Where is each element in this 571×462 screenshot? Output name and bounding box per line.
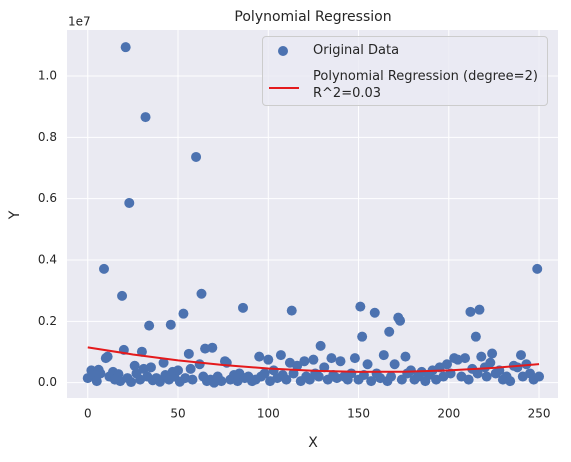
data-point	[441, 359, 452, 370]
data-point	[124, 197, 135, 208]
data-point	[400, 351, 411, 362]
data-point	[472, 368, 483, 379]
data-point	[366, 376, 377, 387]
y-tick-label: 1.0	[38, 69, 57, 83]
data-point	[487, 348, 498, 359]
data-point	[191, 151, 202, 162]
data-point	[384, 326, 395, 337]
data-point	[196, 288, 207, 299]
x-tick-label: 200	[437, 407, 460, 421]
data-point	[178, 308, 189, 319]
data-point	[185, 363, 196, 374]
y-tick-label: 0.4	[38, 253, 57, 267]
data-point	[275, 350, 286, 361]
data-point	[145, 362, 156, 373]
data-point	[485, 357, 496, 368]
legend: Original Data Polynomial Regression (deg…	[262, 36, 548, 106]
data-point	[194, 359, 205, 370]
data-point	[319, 362, 330, 373]
data-point	[515, 350, 526, 361]
data-point	[165, 319, 176, 330]
data-point	[349, 353, 360, 364]
data-point	[481, 371, 492, 382]
data-point	[144, 320, 155, 331]
legend-label: Original Data	[313, 43, 400, 58]
data-point	[355, 301, 366, 312]
data-point	[460, 353, 471, 364]
data-point	[281, 374, 292, 385]
data-point	[286, 305, 297, 316]
chart-title: Polynomial Regression	[234, 9, 391, 25]
data-point	[91, 376, 102, 387]
data-point	[326, 353, 337, 364]
y-tick-label: 0.0	[38, 375, 57, 389]
data-point	[335, 356, 346, 367]
data-point	[183, 348, 194, 359]
data-point	[102, 351, 113, 362]
data-point	[154, 376, 165, 387]
data-point	[288, 368, 299, 379]
data-point	[463, 374, 474, 385]
data-point	[140, 112, 151, 123]
data-point	[117, 290, 128, 301]
data-point	[369, 307, 380, 318]
data-point	[357, 331, 368, 342]
y-tick-label: 0.2	[38, 314, 57, 328]
data-point	[389, 359, 400, 370]
data-point	[386, 371, 397, 382]
y-tick-label: 0.6	[38, 191, 57, 205]
y-axis-label: Y	[7, 210, 23, 220]
data-point	[315, 340, 326, 351]
x-tick-label: 150	[347, 407, 370, 421]
data-point	[465, 306, 476, 317]
data-point	[99, 263, 110, 274]
x-tick-label: 0	[84, 407, 92, 421]
data-point	[95, 368, 106, 379]
data-point	[512, 362, 523, 373]
data-point	[470, 331, 481, 342]
data-point	[259, 368, 270, 379]
legend-marker	[278, 46, 288, 56]
data-point	[476, 351, 487, 362]
data-point	[158, 357, 169, 368]
data-point	[263, 354, 274, 365]
data-point	[292, 360, 303, 371]
legend-keys	[269, 46, 299, 89]
data-point	[187, 374, 198, 385]
x-tick-label: 50	[170, 407, 185, 421]
x-tick-label: 100	[257, 407, 280, 421]
x-axis-label: X	[308, 435, 318, 451]
data-point	[505, 376, 516, 387]
y-offset-label: 1e7	[68, 15, 91, 29]
data-point	[126, 377, 137, 388]
data-point	[362, 359, 373, 370]
data-point	[120, 42, 131, 53]
data-point	[308, 354, 319, 365]
data-point	[378, 350, 389, 361]
data-point	[395, 315, 406, 326]
legend-label: Polynomial Regression (degree=2) R^2=0.0…	[313, 69, 538, 101]
data-point	[129, 360, 140, 371]
data-point	[474, 304, 485, 315]
data-point	[238, 302, 249, 313]
data-point	[136, 346, 147, 357]
y-tick-label: 0.8	[38, 130, 57, 144]
x-tick-label: 250	[528, 407, 551, 421]
regression-line	[87, 346, 540, 373]
data-point	[207, 342, 218, 353]
data-point	[532, 263, 543, 274]
data-point	[216, 376, 227, 387]
data-point	[254, 351, 265, 362]
data-point	[313, 371, 324, 382]
data-point	[405, 365, 416, 376]
data-point	[299, 356, 310, 367]
data-point	[534, 371, 545, 382]
data-point	[173, 365, 184, 376]
